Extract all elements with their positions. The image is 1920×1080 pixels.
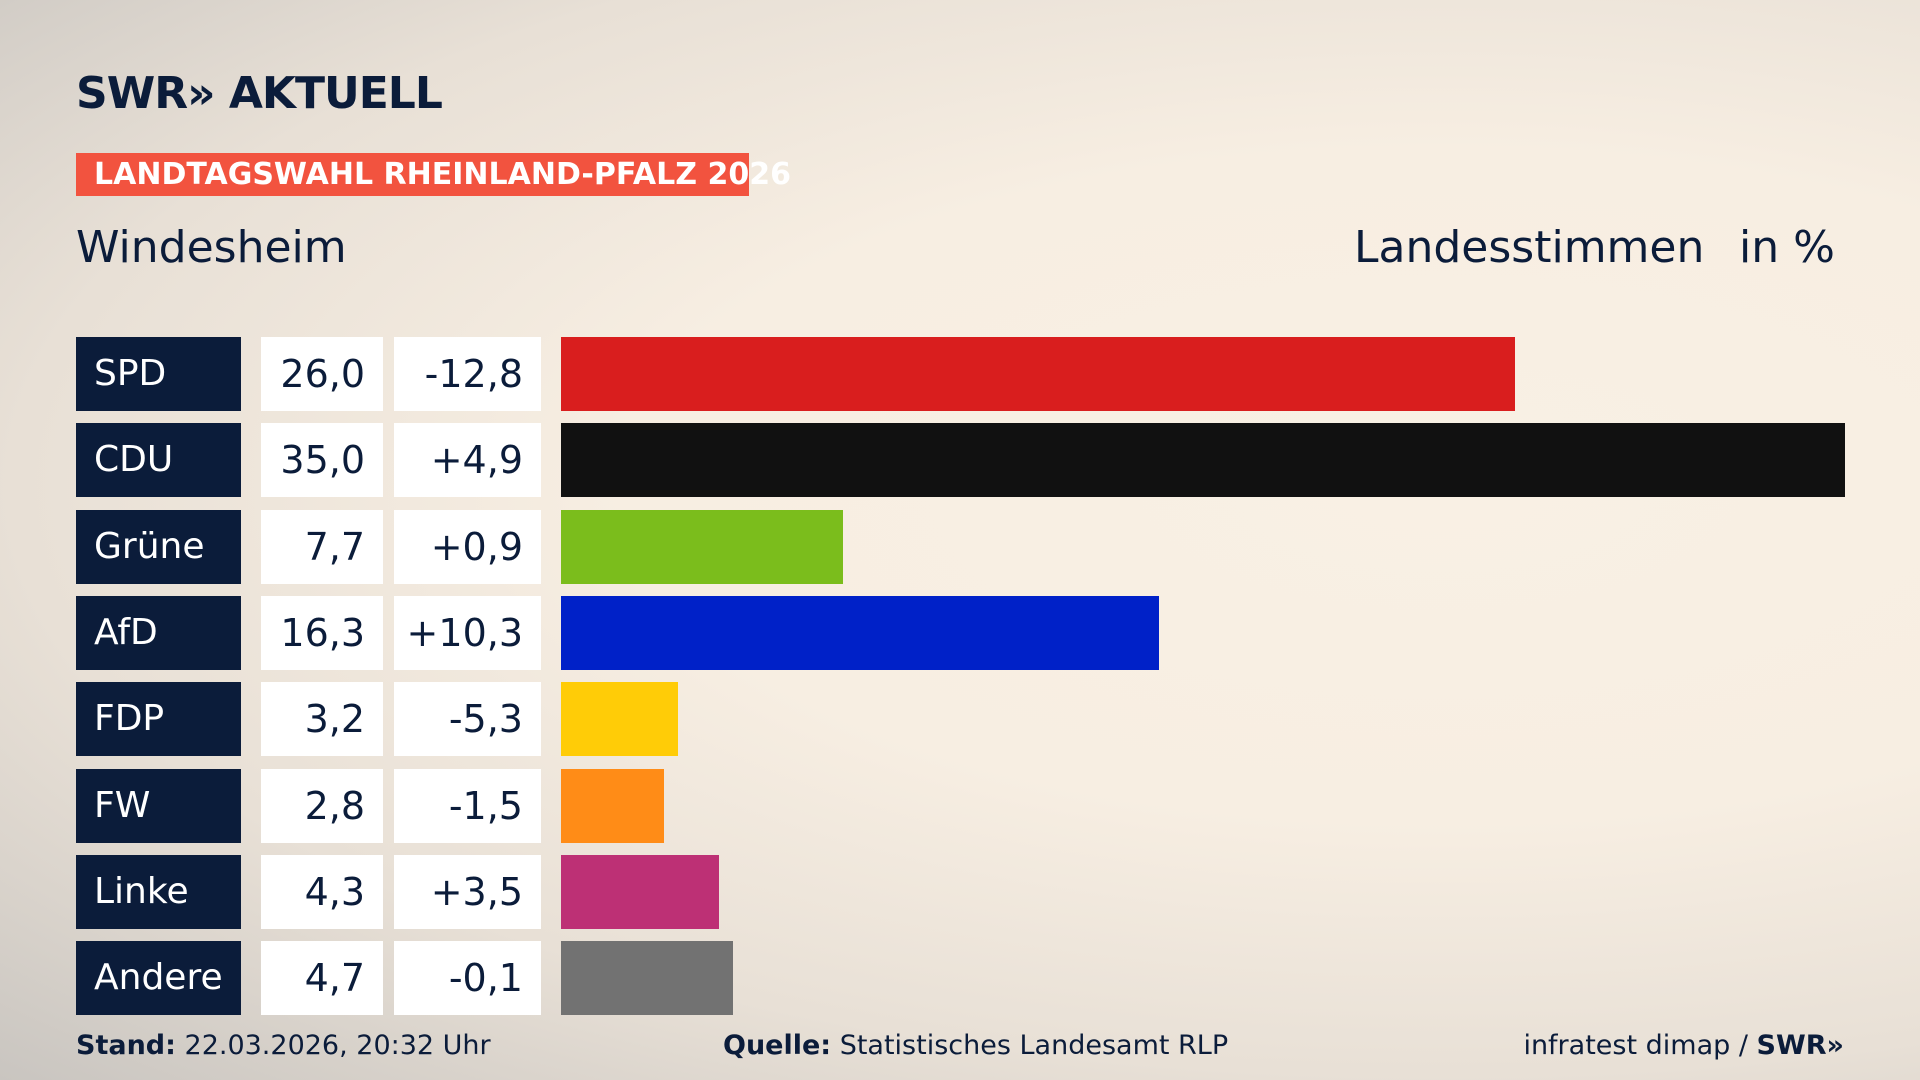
- bar-cdu: [561, 423, 1845, 498]
- diff-label: -0,1: [394, 941, 541, 1016]
- diff-label: -5,3: [394, 682, 541, 757]
- value-label: 4,7: [261, 941, 383, 1016]
- party-label: CDU: [76, 423, 241, 498]
- party-label: Linke: [76, 854, 241, 929]
- diff-label: +4,9: [394, 423, 541, 498]
- party-label: SPD: [76, 337, 241, 411]
- bar-andere: [561, 941, 734, 1016]
- party-row: FW 2,8 -1,5: [0, 768, 1920, 843]
- party-row: Linke 4,3 +3,5: [0, 854, 1920, 929]
- party-label: Grüne: [76, 509, 241, 584]
- bar-linke: [561, 854, 719, 929]
- party-label: Andere: [76, 941, 241, 1016]
- value-label: 35,0: [261, 423, 383, 498]
- party-row: CDU 35,0 +4,9: [0, 423, 1920, 498]
- party-row: Grüne 7,7 +0,9: [0, 509, 1920, 584]
- credit-text: infratest dimap / SWR»: [1523, 1030, 1844, 1061]
- party-label: AfD: [76, 595, 241, 670]
- value-label: 7,7: [261, 509, 383, 584]
- source-label: Quelle:: [723, 1030, 832, 1061]
- stand-label: Stand:: [76, 1030, 176, 1061]
- party-label: FW: [76, 768, 241, 843]
- credit: infratest dimap /: [1523, 1030, 1757, 1061]
- bar-afd: [561, 595, 1159, 670]
- source-value: Statistisches Landesamt RLP: [839, 1030, 1229, 1061]
- bar-spd: [561, 337, 1515, 411]
- value-label: 26,0: [261, 337, 383, 411]
- stand-text: Stand: 22.03.2026, 20:32 Uhr: [76, 1030, 491, 1061]
- diff-label: -1,5: [394, 768, 541, 843]
- party-row: SPD 26,0 -12,8: [0, 337, 1920, 411]
- unit-label: in %: [1739, 222, 1835, 273]
- party-label: FDP: [76, 682, 241, 757]
- party-row: AfD 16,3 +10,3: [0, 595, 1920, 670]
- election-banner: LANDTAGSWAHL RHEINLAND-PFALZ 2026: [76, 153, 791, 196]
- value-label: 4,3: [261, 854, 383, 929]
- chart-title: Windesheim: [76, 222, 347, 273]
- bar-grüne: [561, 509, 844, 584]
- diff-label: +0,9: [394, 509, 541, 584]
- source-text: Quelle: Statistisches Landesamt RLP: [723, 1030, 1228, 1061]
- diff-label: -12,8: [394, 337, 541, 411]
- party-row: FDP 3,2 -5,3: [0, 682, 1920, 757]
- swr-small-logo: SWR»: [1756, 1030, 1844, 1061]
- party-row: Andere 4,7 -0,1: [0, 941, 1920, 1016]
- bar-fw: [561, 768, 664, 843]
- stand-value: 22.03.2026, 20:32 Uhr: [184, 1030, 491, 1061]
- value-label: 3,2: [261, 682, 383, 757]
- bar-fdp: [561, 682, 679, 757]
- diff-label: +10,3: [394, 595, 541, 670]
- swr-aktuell-logo: SWR» AKTUELL: [76, 68, 443, 119]
- metric-label: Landesstimmen: [1354, 222, 1705, 273]
- value-label: 16,3: [261, 595, 383, 670]
- diff-label: +3,5: [394, 854, 541, 929]
- value-label: 2,8: [261, 768, 383, 843]
